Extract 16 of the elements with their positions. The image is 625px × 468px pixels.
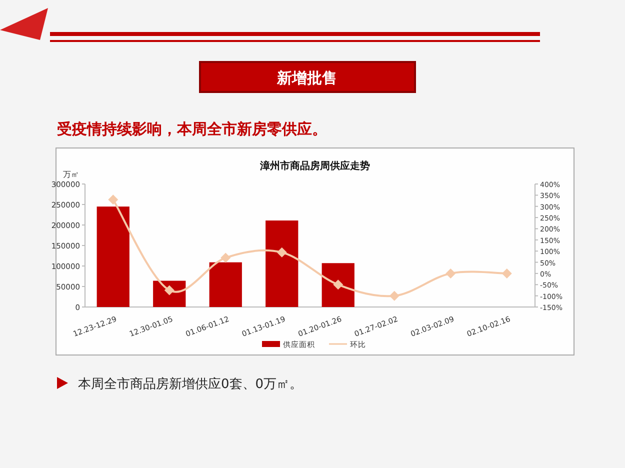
chart-title: 漳州市商品房周供应走势 (259, 160, 370, 172)
text: 新增批售 (276, 69, 337, 87)
bar (266, 220, 298, 307)
point (333, 280, 344, 290)
bar (322, 263, 354, 307)
y-axis-title: 万㎡ (63, 170, 79, 179)
bar (209, 262, 242, 307)
point (502, 268, 512, 278)
bar (96, 206, 130, 307)
text: 本周全市商品房新增供应0套、0万㎡。 (78, 376, 303, 392)
point (276, 247, 287, 258)
point (220, 252, 231, 263)
point (389, 290, 400, 301)
point (108, 194, 118, 205)
chart-subtitle: 受疫情持续影响，本周全市新房零供应。 (56, 120, 327, 138)
point (446, 268, 456, 278)
